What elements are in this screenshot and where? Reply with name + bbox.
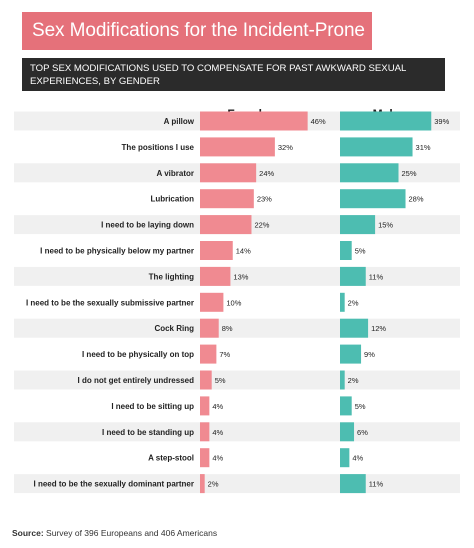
- row-stripe: [14, 318, 460, 338]
- data-label-male: 4%: [352, 454, 363, 463]
- data-label-female: 32%: [278, 143, 293, 152]
- bar-female: [200, 344, 217, 364]
- data-label-female: 14%: [236, 247, 251, 256]
- category-label: I need to be physically below my partner: [40, 247, 194, 256]
- bar-female: [200, 396, 210, 416]
- source-note: Source: Survey of 396 Europeans and 406 …: [12, 528, 217, 538]
- bar-male: [340, 318, 369, 338]
- bar-male: [340, 241, 352, 260]
- source-label: Source:: [12, 528, 44, 538]
- category-label: I need to be the sexually submissive par…: [26, 298, 194, 307]
- bar-male: [340, 370, 345, 390]
- row-stripe: [14, 370, 460, 390]
- bar-female: [200, 189, 254, 209]
- data-label-female: 4%: [212, 402, 223, 411]
- category-label: I need to be standing up: [102, 428, 194, 437]
- data-label-male: 25%: [402, 169, 417, 178]
- page-title: Sex Modifications for the Incident-Prone: [22, 12, 372, 50]
- bar-female: [200, 163, 257, 183]
- bar-male: [340, 163, 399, 183]
- bar-male: [340, 215, 376, 235]
- bar-male: [340, 396, 352, 416]
- bar-female: [200, 370, 212, 390]
- chart-subtitle: TOP SEX MODIFICATIONS USED TO COMPENSATE…: [22, 58, 445, 91]
- bar-female: [200, 318, 219, 338]
- data-label-male: 39%: [434, 117, 449, 126]
- category-label: I need to be physically on top: [82, 350, 194, 359]
- data-label-female: 13%: [233, 272, 248, 281]
- data-label-male: 28%: [409, 195, 424, 204]
- bar-female: [200, 422, 210, 442]
- bar-male: [340, 189, 406, 209]
- category-label: I do not get entirely undressed: [78, 376, 195, 385]
- data-label-female: 7%: [219, 350, 230, 359]
- bar-male: [340, 422, 355, 442]
- row-stripe: [14, 422, 460, 442]
- data-label-female: 22%: [254, 221, 269, 230]
- source-text: Survey of 396 Europeans and 406 American…: [46, 528, 218, 538]
- bar-female: [200, 266, 231, 286]
- data-label-male: 15%: [378, 221, 393, 230]
- data-label-male: 5%: [355, 247, 366, 256]
- bar-male: [340, 474, 366, 494]
- data-label-male: 12%: [371, 324, 386, 333]
- bar-male: [340, 292, 345, 312]
- bar-male: [340, 266, 366, 286]
- bar-female: [200, 241, 233, 260]
- category-label: A step-stool: [148, 454, 194, 463]
- category-label: A pillow: [164, 117, 195, 126]
- bar-male: [340, 137, 413, 157]
- data-label-male: 31%: [416, 143, 431, 152]
- data-label-female: 5%: [215, 376, 226, 385]
- category-label: I need to be sitting up: [111, 402, 194, 411]
- bar-male: [340, 344, 362, 364]
- category-label: The lighting: [149, 272, 194, 281]
- data-label-female: 4%: [212, 454, 223, 463]
- data-label-male: 11%: [369, 480, 384, 489]
- data-label-male: 9%: [364, 350, 375, 359]
- data-label-female: 46%: [311, 117, 326, 126]
- bar-female: [200, 215, 252, 235]
- data-label-female: 2%: [208, 480, 219, 489]
- category-label: Lubrication: [150, 195, 194, 204]
- category-label: I need to be the sexually dominant partn…: [34, 480, 194, 489]
- data-label-female: 10%: [226, 298, 241, 307]
- bar-male: [340, 111, 432, 131]
- category-label: A vibrator: [157, 169, 195, 178]
- bar-female: [200, 448, 210, 468]
- data-label-male: 11%: [369, 272, 384, 281]
- bar-female: [200, 111, 308, 131]
- data-label-male: 5%: [355, 402, 366, 411]
- data-label-male: 2%: [348, 298, 359, 307]
- data-label-male: 2%: [348, 376, 359, 385]
- data-label-female: 4%: [212, 428, 223, 437]
- category-label: Cock Ring: [154, 324, 194, 333]
- data-label-female: 8%: [222, 324, 233, 333]
- data-label-female: 24%: [259, 169, 274, 178]
- bar-female: [200, 292, 224, 312]
- category-label: I need to be laying down: [101, 221, 194, 230]
- bar-female: [200, 474, 205, 494]
- bar-female: [200, 137, 275, 157]
- data-label-male: 6%: [357, 428, 368, 437]
- bar-male: [340, 448, 350, 468]
- category-label: The positions I use: [122, 143, 195, 152]
- data-label-female: 23%: [257, 195, 272, 204]
